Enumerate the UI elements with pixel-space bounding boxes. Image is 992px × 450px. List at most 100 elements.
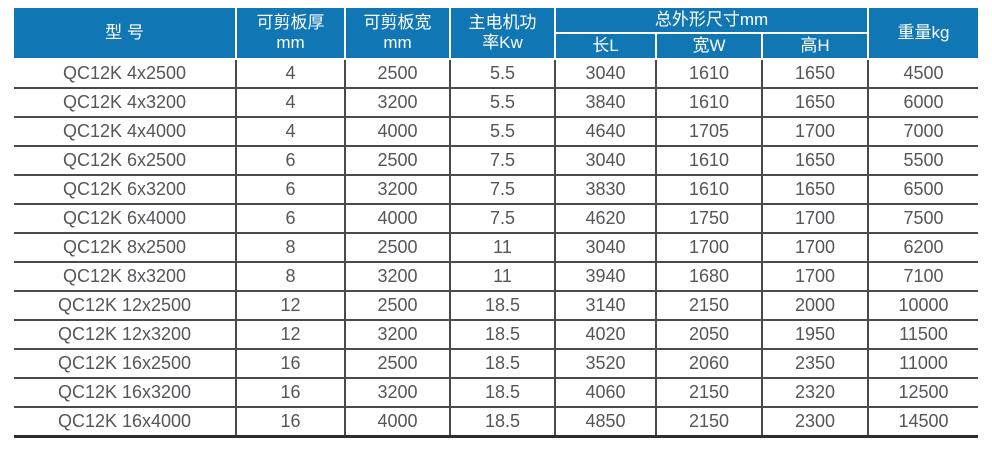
cell-power-kw: 5.5: [449, 117, 555, 147]
cell-thickness-mm: 6: [235, 204, 345, 234]
table-row: QC12K 4x3200 4 3200 5.5 3840 1610 1650 6000: [14, 88, 979, 118]
cell-power-kw: 5.5: [449, 88, 555, 118]
cell-model: QC12K 16x2500: [14, 349, 236, 379]
cell-length-mm: 3040: [554, 146, 656, 176]
cell-height-mm: 2350: [760, 349, 869, 379]
cell-model: QC12K 4x3200: [14, 88, 236, 118]
cell-height-mm: 1700: [760, 204, 869, 234]
col-header-overall-width: 宽W: [655, 33, 763, 60]
cell-overall-width-mm: 1680: [655, 262, 762, 292]
cell-thickness-mm: 4: [235, 88, 345, 118]
cell-length-mm: 4850: [554, 407, 656, 438]
cell-power-kw: 7.5: [449, 204, 555, 234]
cell-cut-width-mm: 2500: [344, 59, 450, 89]
cell-cut-width-mm: 3200: [344, 88, 450, 118]
cell-overall-width-mm: 1610: [655, 88, 762, 118]
cell-model: QC12K 12x3200: [14, 320, 236, 350]
cell-model: QC12K 6x2500: [14, 146, 236, 176]
cell-length-mm: 3940: [554, 262, 656, 292]
cell-power-kw: 11: [449, 262, 555, 292]
cell-height-mm: 1700: [760, 117, 869, 147]
cell-cut-width-mm: 3200: [344, 320, 450, 350]
cell-thickness-mm: 8: [235, 262, 345, 292]
cell-height-mm: 2300: [760, 407, 869, 438]
cell-overall-width-mm: 1705: [655, 117, 762, 147]
col-header-power-line1: 主电机功: [468, 13, 537, 32]
cell-weight-kg: 11500: [867, 320, 979, 350]
cell-length-mm: 4020: [554, 320, 656, 350]
cell-power-kw: 18.5: [449, 320, 555, 350]
cell-weight-kg: 11000: [867, 349, 979, 379]
cell-cut-width-mm: 2500: [344, 349, 450, 379]
cell-model: QC12K 16x4000: [14, 407, 236, 438]
cell-thickness-mm: 12: [235, 291, 345, 321]
cell-overall-width-mm: 1610: [655, 175, 762, 205]
cell-model: QC12K 6x3200: [14, 175, 236, 205]
col-header-cut-width: 可剪板宽 mm: [344, 8, 451, 60]
cell-thickness-mm: 16: [235, 378, 345, 408]
table-row: QC12K 6x4000 6 4000 7.5 4620 1750 1700 7500: [14, 204, 979, 234]
cell-overall-width-mm: 1750: [655, 204, 762, 234]
cell-thickness-mm: 6: [235, 146, 345, 176]
cell-overall-width-mm: 2150: [655, 378, 762, 408]
cell-model: QC12K 16x3200: [14, 378, 236, 408]
cell-cut-width-mm: 3200: [344, 378, 450, 408]
cell-cut-width-mm: 2500: [344, 291, 450, 321]
cell-height-mm: 1650: [760, 88, 869, 118]
cell-overall-width-mm: 2150: [655, 407, 762, 438]
cell-weight-kg: 7000: [867, 117, 979, 147]
cell-height-mm: 1700: [760, 233, 869, 263]
table-row: QC12K 16x2500 16 2500 18.5 3520 2060 2350 11000: [14, 349, 979, 379]
cell-model: QC12K 6x4000: [14, 204, 236, 234]
cell-length-mm: 4620: [554, 204, 656, 234]
table-row: QC12K 4x2500 4 2500 5.5 3040 1610 1650 4500: [14, 59, 979, 89]
spec-table: 型 号 可剪板厚 mm 可剪板宽 mm 主电机功 率Kw 总外形尺寸mm 重量k…: [14, 8, 979, 438]
cell-model: QC12K 12x2500: [14, 291, 236, 321]
table-row: QC12K 12x3200 12 3200 18.5 4020 2050 1950 11500: [14, 320, 979, 350]
cell-thickness-mm: 4: [235, 59, 345, 89]
table-body: QC12K 4x2500 4 2500 5.5 3040 1610 1650 4500 QC12…: [14, 59, 979, 438]
cell-cut-width-mm: 4000: [344, 204, 450, 234]
cell-weight-kg: 6200: [867, 233, 979, 263]
cell-model: QC12K 4x2500: [14, 59, 236, 89]
col-header-model: 型 号: [14, 8, 237, 60]
cell-height-mm: 1950: [760, 320, 869, 350]
cell-cut-width-mm: 2500: [344, 146, 450, 176]
col-header-power: 主电机功 率Kw: [449, 8, 556, 60]
cell-weight-kg: 5500: [867, 146, 979, 176]
cell-model: QC12K 8x2500: [14, 233, 236, 263]
cell-cut-width-mm: 4000: [344, 407, 450, 438]
cell-thickness-mm: 12: [235, 320, 345, 350]
cell-thickness-mm: 6: [235, 175, 345, 205]
cell-height-mm: 1650: [760, 175, 869, 205]
cell-overall-width-mm: 2150: [655, 291, 762, 321]
cell-cut-width-mm: 3200: [344, 262, 450, 292]
cell-length-mm: 3040: [554, 233, 656, 263]
cell-weight-kg: 7500: [867, 204, 979, 234]
cell-cut-width-mm: 2500: [344, 233, 450, 263]
cell-thickness-mm: 16: [235, 407, 345, 438]
col-header-cut-width-line1: 可剪板宽: [363, 13, 432, 32]
cell-height-mm: 1650: [760, 146, 869, 176]
cell-overall-width-mm: 2050: [655, 320, 762, 350]
cell-overall-width-mm: 1700: [655, 233, 762, 263]
cell-height-mm: 2320: [760, 378, 869, 408]
table-row: QC12K 12x2500 12 2500 18.5 3140 2150 2000 10000: [14, 291, 979, 321]
col-header-cut-width-line2: mm: [383, 33, 412, 52]
col-header-thickness-line1: 可剪板厚: [256, 13, 325, 32]
table-row: QC12K 6x2500 6 2500 7.5 3040 1610 1650 5500: [14, 146, 979, 176]
header-row-sub: 长L 宽W 高H: [14, 33, 978, 60]
cell-weight-kg: 10000: [867, 291, 979, 321]
table-row: QC12K 16x3200 16 3200 18.5 4060 2150 2320 12500: [14, 378, 979, 408]
cell-length-mm: 4640: [554, 117, 656, 147]
cell-cut-width-mm: 3200: [344, 175, 450, 205]
col-header-weight: 重量kg: [867, 8, 979, 60]
col-header-height: 高H: [760, 33, 870, 60]
cell-power-kw: 18.5: [449, 291, 555, 321]
header-row-top: 型 号 可剪板厚 mm 可剪板宽 mm 主电机功 率Kw 总外形尺寸mm 重量k…: [14, 8, 979, 60]
col-header-overall-dimensions: 总外形尺寸mm: [553, 8, 870, 34]
cell-power-kw: 18.5: [449, 378, 555, 408]
cell-overall-width-mm: 1610: [655, 146, 762, 176]
cell-thickness-mm: 4: [235, 117, 345, 147]
